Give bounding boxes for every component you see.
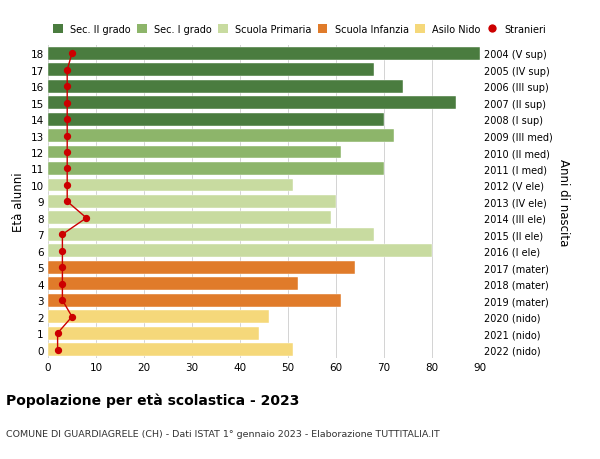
Bar xyxy=(48,64,374,77)
Point xyxy=(67,313,77,321)
Bar xyxy=(48,196,336,208)
Point xyxy=(62,133,72,140)
Point xyxy=(62,165,72,173)
Point xyxy=(53,330,62,337)
Bar xyxy=(48,229,374,241)
Point xyxy=(58,231,67,239)
Point xyxy=(58,264,67,271)
Bar xyxy=(48,113,384,126)
Bar xyxy=(48,81,403,93)
Point xyxy=(62,100,72,107)
Point xyxy=(58,247,67,255)
Point xyxy=(62,182,72,189)
Point xyxy=(58,297,67,304)
Bar xyxy=(48,311,269,323)
Point xyxy=(53,346,62,353)
Bar xyxy=(48,179,293,192)
Point xyxy=(62,67,72,74)
Point xyxy=(62,198,72,206)
Point xyxy=(62,116,72,123)
Bar xyxy=(48,48,480,61)
Bar xyxy=(48,261,355,274)
Point xyxy=(62,149,72,157)
Bar xyxy=(48,130,394,143)
Legend: Sec. II grado, Sec. I grado, Scuola Primaria, Scuola Infanzia, Asilo Nido, Stran: Sec. II grado, Sec. I grado, Scuola Prim… xyxy=(53,25,546,35)
Bar xyxy=(48,162,384,175)
Point xyxy=(62,83,72,90)
Bar xyxy=(48,212,331,225)
Bar xyxy=(48,343,293,356)
Bar xyxy=(48,327,259,340)
Bar xyxy=(48,278,298,291)
Bar xyxy=(48,245,432,257)
Point xyxy=(58,280,67,288)
Bar xyxy=(48,294,341,307)
Bar xyxy=(48,97,456,110)
Y-axis label: Anni di nascita: Anni di nascita xyxy=(557,158,569,246)
Text: COMUNE DI GUARDIAGRELE (CH) - Dati ISTAT 1° gennaio 2023 - Elaborazione TUTTITAL: COMUNE DI GUARDIAGRELE (CH) - Dati ISTAT… xyxy=(6,429,440,438)
Point xyxy=(67,50,77,58)
Y-axis label: Età alunni: Età alunni xyxy=(12,172,25,232)
Bar xyxy=(48,146,341,159)
Text: Popolazione per età scolastica - 2023: Popolazione per età scolastica - 2023 xyxy=(6,392,299,407)
Point xyxy=(82,215,91,222)
